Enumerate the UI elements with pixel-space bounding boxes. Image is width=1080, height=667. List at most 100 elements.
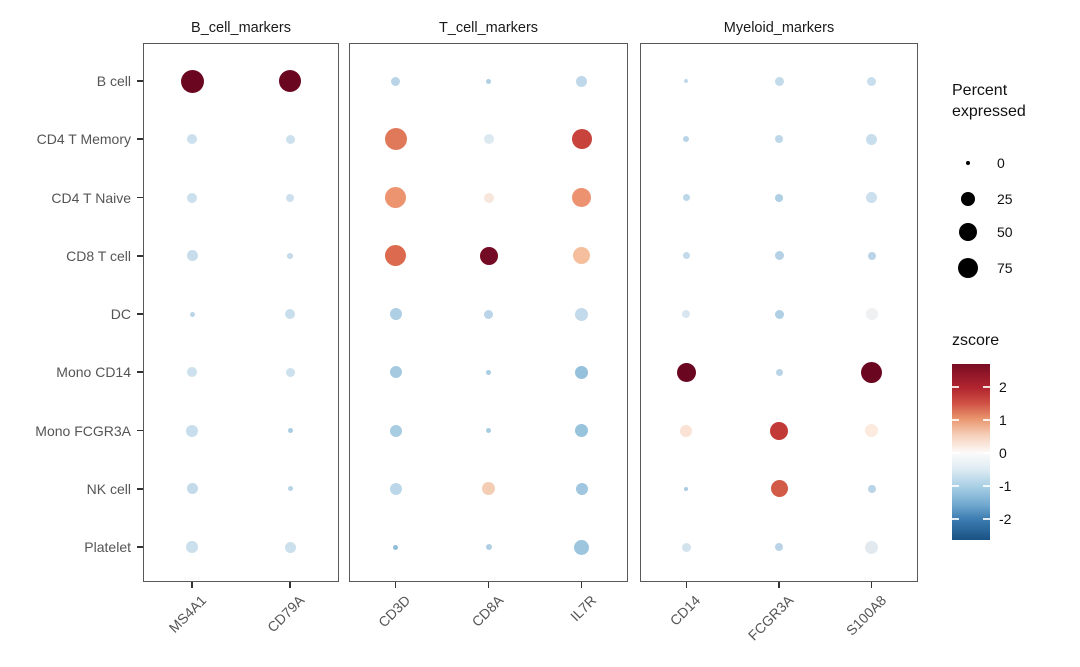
expression-dot — [676, 362, 696, 382]
y-axis-tick — [137, 196, 143, 199]
size-legend-title: Percent expressed — [952, 82, 1026, 120]
expression-dot — [571, 129, 592, 150]
x-axis-label: CD79A — [264, 592, 308, 636]
expression-dot — [682, 310, 691, 318]
size-legend-dot — [958, 258, 978, 278]
x-axis-label: CD8A — [468, 592, 506, 630]
expression-dot — [572, 188, 591, 207]
size-legend-label: 50 — [997, 224, 1013, 240]
expression-dot — [867, 251, 876, 260]
expression-dot — [285, 367, 295, 377]
expression-dot — [866, 192, 878, 203]
expression-dot — [180, 69, 204, 93]
facet-title-b-cell-markers: B_cell_markers — [191, 20, 291, 36]
expression-dot — [683, 136, 690, 143]
colorbar-tick — [952, 517, 959, 520]
expression-dot — [187, 367, 197, 378]
expression-dot — [775, 368, 783, 376]
colorbar-tick — [983, 485, 990, 487]
expression-dot — [389, 366, 402, 379]
colorbar-tick — [952, 419, 959, 421]
zscore-colorbar — [952, 364, 990, 540]
colorbar-tick — [983, 419, 990, 421]
size-legend-dot — [966, 161, 970, 165]
expression-dot — [385, 187, 406, 208]
expression-dot — [774, 76, 784, 86]
expression-dot — [186, 250, 198, 262]
expression-dot — [483, 134, 494, 145]
expression-dot — [775, 543, 783, 551]
colorbar-tick-label: 2 — [999, 379, 1007, 396]
x-axis-label: MS4A1 — [165, 592, 210, 636]
y-axis-label: Platelet — [84, 539, 131, 555]
x-axis-tick — [778, 582, 780, 588]
expression-dot — [286, 193, 294, 202]
y-axis-tick — [137, 429, 143, 432]
expression-dot — [393, 544, 398, 550]
colorbar-tick — [952, 452, 959, 454]
expression-dot — [186, 424, 198, 437]
facet-panel-b-cell-markers — [143, 43, 339, 582]
y-axis-label: B cell — [96, 73, 131, 89]
y-axis-label: CD4 T Memory — [36, 131, 131, 148]
expression-dot — [775, 135, 783, 144]
expression-dot — [389, 424, 402, 437]
x-axis-tick — [487, 582, 490, 588]
expression-dot — [867, 76, 877, 86]
expression-dot — [575, 482, 588, 495]
expression-dot — [384, 128, 407, 151]
expression-dot — [573, 247, 590, 265]
expression-dot — [684, 79, 689, 83]
facet-title-myeloid-markers: Myeloid_markers — [723, 20, 835, 36]
expression-dot — [575, 424, 588, 437]
colorbar-tick-label: 1 — [999, 412, 1007, 429]
x-axis-label: CD3D — [374, 592, 413, 631]
size-legend-label: 25 — [997, 191, 1013, 207]
expression-dot — [774, 251, 784, 261]
colorbar-tick — [952, 386, 959, 389]
expression-dot — [681, 542, 691, 552]
y-axis-tick — [137, 546, 143, 548]
expression-dot — [389, 482, 402, 495]
y-axis-tick — [137, 487, 143, 490]
expression-dot — [391, 76, 400, 86]
colorbar-tick-label: -2 — [999, 510, 1012, 527]
expression-dot — [389, 308, 402, 320]
y-axis-label: NK cell — [86, 480, 131, 497]
facet-title-t-cell-markers: T_cell_markers — [438, 20, 539, 36]
colorbar-tick — [952, 485, 959, 487]
expression-dot — [486, 428, 491, 433]
expression-dot — [865, 540, 879, 554]
expression-dot — [682, 252, 690, 260]
expression-dot — [279, 70, 301, 92]
expression-dot — [770, 480, 788, 498]
expression-dot — [861, 361, 883, 383]
expression-dot — [186, 483, 198, 495]
expression-dot — [486, 78, 491, 84]
expression-dot — [287, 486, 293, 492]
x-axis-tick — [289, 582, 291, 588]
expression-dot — [486, 369, 491, 375]
y-axis-label: Mono CD14 — [56, 364, 131, 381]
expression-dot — [189, 311, 195, 317]
colorbar-tick — [983, 517, 990, 520]
expression-dot — [187, 192, 197, 203]
expression-dot — [483, 192, 494, 203]
expression-dot — [575, 307, 588, 321]
expression-dot — [867, 484, 876, 493]
x-axis-tick — [580, 582, 583, 588]
expression-dot — [866, 133, 878, 145]
expression-dot — [287, 252, 293, 259]
size-legend-label: 75 — [997, 260, 1013, 276]
colorbar-tick — [983, 452, 990, 454]
expression-dot — [682, 194, 690, 201]
y-axis-tick — [137, 371, 143, 374]
x-axis-tick — [870, 582, 873, 588]
expression-dot — [775, 193, 783, 202]
color-legend-title: zscore — [952, 332, 1000, 349]
y-axis-label: Mono FCGR3A — [35, 422, 131, 439]
x-axis-label: S100A8 — [842, 592, 889, 639]
expression-dot — [485, 544, 492, 550]
expression-dot — [865, 424, 879, 437]
